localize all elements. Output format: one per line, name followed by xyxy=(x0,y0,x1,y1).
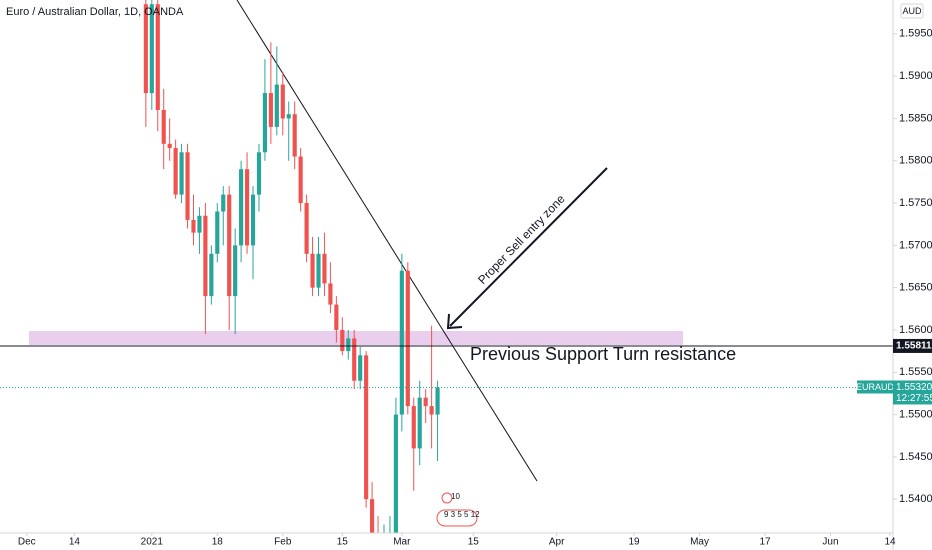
y-tick-label: 1.59000 xyxy=(899,70,932,82)
candle-body xyxy=(262,93,268,153)
x-tick-label: Apr xyxy=(549,537,565,548)
x-tick-label: Dec xyxy=(18,537,36,548)
y-tick-label: 1.55500 xyxy=(899,366,932,378)
candle-body xyxy=(352,338,357,381)
candle-body xyxy=(161,109,166,144)
candle-body xyxy=(417,397,422,449)
candle-body xyxy=(292,114,297,157)
event-badge-icon xyxy=(436,509,478,527)
x-tick-label: 17 xyxy=(759,537,771,548)
x-tick-label: Feb xyxy=(274,537,292,548)
candle-body xyxy=(239,169,244,246)
candle-body xyxy=(399,270,404,415)
event-badge: 9 3 5 5 12 xyxy=(444,510,480,519)
candle-body xyxy=(233,245,238,297)
symbol-box xyxy=(857,380,893,394)
candle-body xyxy=(298,156,303,204)
candle-body xyxy=(423,397,428,407)
candle-body xyxy=(364,355,369,500)
candle-body xyxy=(173,148,178,195)
y-tick-label: 1.54000 xyxy=(899,493,932,505)
candle-body xyxy=(346,338,351,352)
y-tick-label: 1.59500 xyxy=(899,28,932,40)
x-tick-label: 14 xyxy=(69,537,81,548)
candle-body xyxy=(185,152,190,220)
y-tick-label: 1.55000 xyxy=(899,408,932,420)
y-tick-label: 1.57000 xyxy=(899,239,932,251)
plot-area xyxy=(0,0,893,533)
level-label-box xyxy=(893,338,932,353)
candle-body xyxy=(191,219,196,233)
candle-body xyxy=(215,211,220,254)
countdown-label: 12:27:55 xyxy=(896,393,932,404)
y-tick-label: 1.56000 xyxy=(899,324,932,336)
candle-body xyxy=(197,215,202,233)
arrow-head xyxy=(446,313,463,330)
y-tick-label: 1.56500 xyxy=(899,282,932,294)
candle-body xyxy=(429,406,434,415)
candle-body xyxy=(179,152,184,195)
chart-title: Euro / Australian Dollar, 1D, OANDA xyxy=(6,6,184,18)
x-tick-label: 15 xyxy=(468,537,480,548)
candle-body xyxy=(304,203,309,254)
x-tick-label: 2021 xyxy=(141,537,164,548)
candle-body xyxy=(256,152,262,195)
x-tick-label: 19 xyxy=(628,537,640,548)
x-tick-label: 14 xyxy=(884,537,896,548)
candle-body xyxy=(203,215,208,297)
candle-body xyxy=(268,93,273,127)
price-label: 1.55320 xyxy=(896,382,932,393)
candle-body xyxy=(334,304,339,330)
x-tick-label: 18 xyxy=(212,537,224,548)
candle-body xyxy=(149,4,154,94)
candle-body xyxy=(435,387,440,415)
y-tick-label: 1.57500 xyxy=(899,197,932,209)
candle-body xyxy=(340,329,345,352)
candle-body xyxy=(310,253,315,288)
candle-body xyxy=(227,194,232,297)
currency: AUD xyxy=(902,6,922,16)
resistance-zone xyxy=(29,331,683,345)
candle-body xyxy=(393,414,398,533)
zone-annotation: Previous Support Turn resistance xyxy=(470,344,736,364)
candle-body xyxy=(221,194,226,212)
candle-body xyxy=(209,253,214,297)
candle-body xyxy=(369,499,375,533)
level-label: 1.55811 xyxy=(896,341,932,352)
symbol-label: EURAUD xyxy=(856,382,895,392)
price-box xyxy=(893,380,932,405)
candle-body xyxy=(322,253,327,284)
y-tick-label: 1.54500 xyxy=(899,451,932,463)
event-badge: 10 xyxy=(451,492,460,501)
arrow-shaft xyxy=(449,167,608,327)
y-tick-label: 1.58000 xyxy=(899,155,932,167)
candle-body xyxy=(250,194,256,246)
x-tick-label: 15 xyxy=(337,537,349,548)
candle-body xyxy=(274,84,279,127)
candle-body xyxy=(244,169,250,246)
candle-body xyxy=(316,253,321,288)
currency-box[interactable] xyxy=(900,3,924,19)
trend-line xyxy=(236,0,538,482)
candle-body xyxy=(155,4,160,110)
event-badge-icon xyxy=(441,492,453,504)
x-tick-label: Mar xyxy=(393,537,411,548)
candle-body xyxy=(328,283,333,305)
candle-body xyxy=(411,406,416,449)
x-tick-label: May xyxy=(690,537,709,548)
candle-body xyxy=(358,355,363,381)
candle-body xyxy=(167,143,172,149)
x-tick-label: Jun xyxy=(822,537,838,548)
candle-body xyxy=(286,114,291,119)
y-tick-label: 1.58500 xyxy=(899,112,932,124)
candle-body xyxy=(280,84,285,119)
candle-body xyxy=(143,4,148,94)
candle-body xyxy=(405,270,410,407)
